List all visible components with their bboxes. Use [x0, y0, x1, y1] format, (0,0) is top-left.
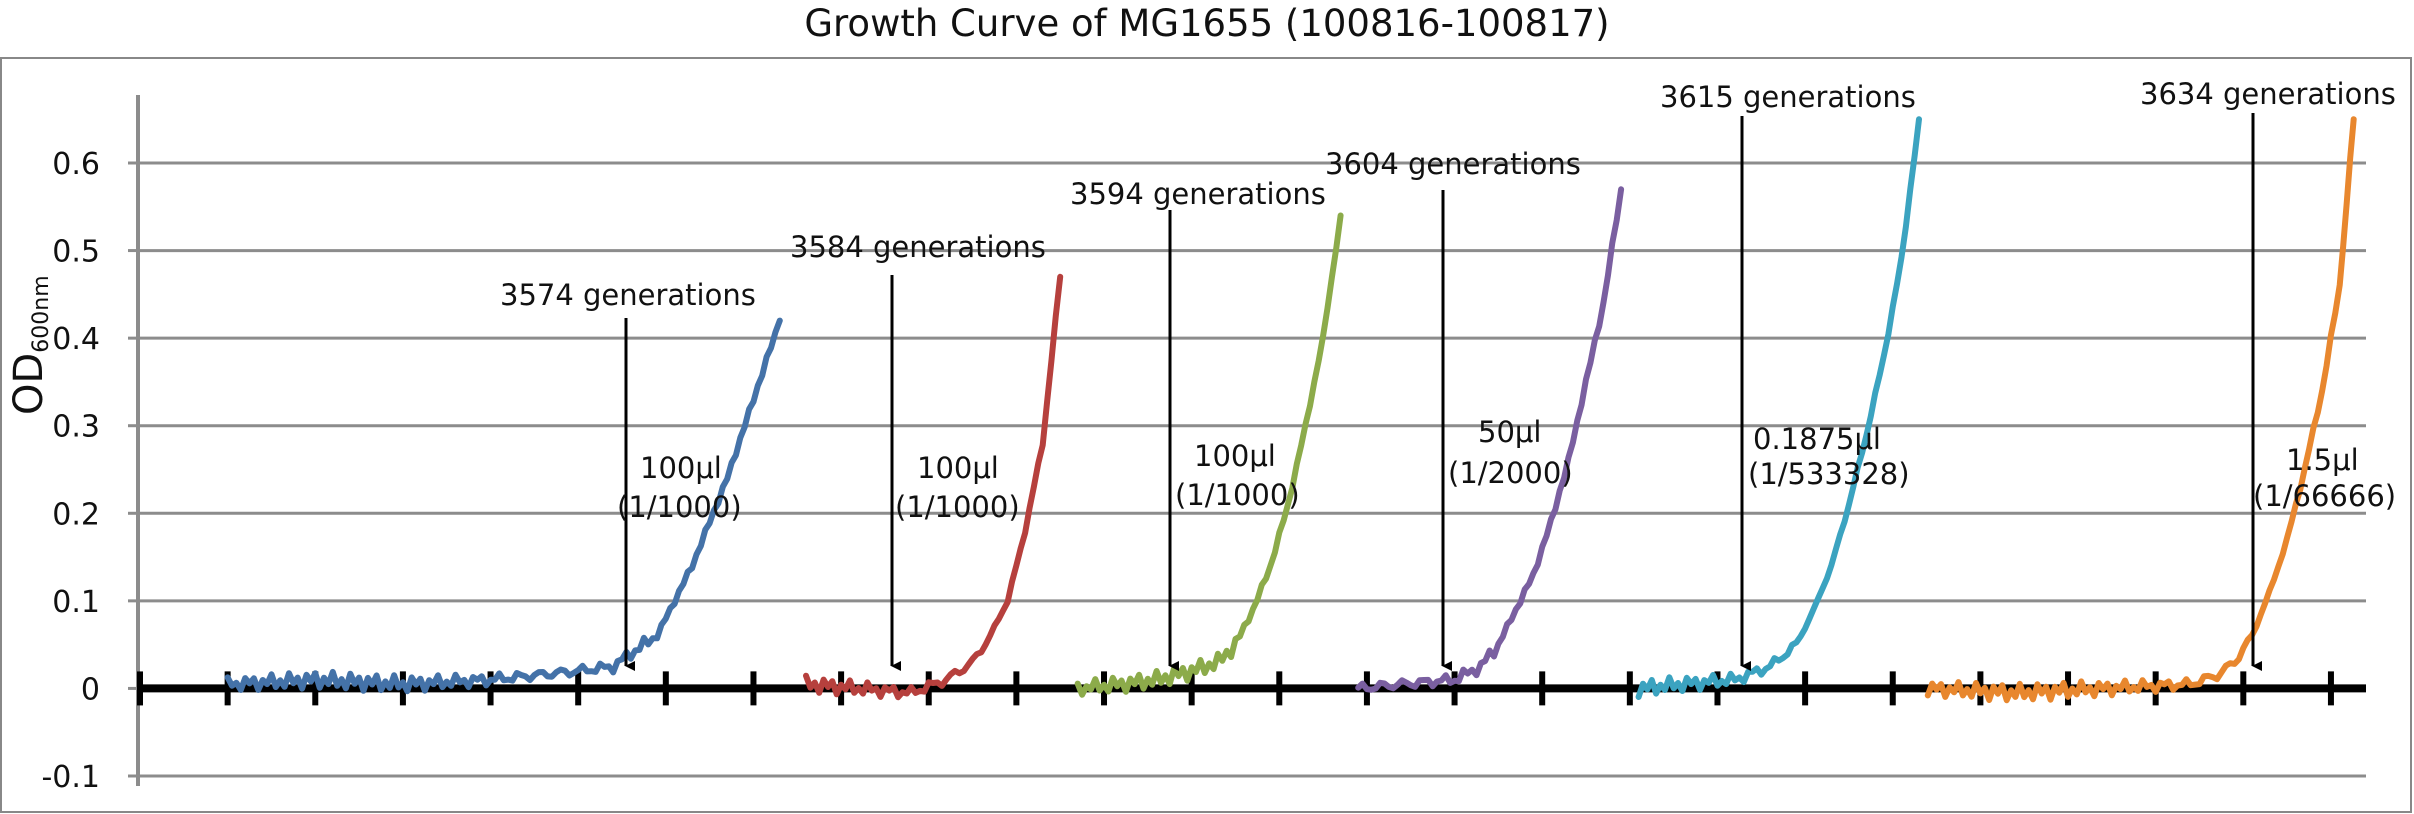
generation-label: 3584 generations — [790, 230, 1046, 264]
dilution-label: (1/1000) — [895, 490, 1020, 524]
annotations: 3574 generations 100μl (1/1000) 3584 genera… — [500, 77, 2396, 671]
series-group — [224, 116, 2357, 704]
y-axis: 0.6 0.5 0.4 0.3 0.2 0.1 0 -0.1 — [41, 95, 140, 795]
series-line — [803, 273, 1064, 701]
volume-label: 50μl — [1478, 415, 1541, 449]
y-axis-label-od: OD — [6, 353, 52, 415]
dilution-label: (1/66666) — [2253, 479, 2396, 513]
dilution-label: (1/2000) — [1448, 456, 1573, 490]
y-tick-label: 0 — [81, 672, 100, 707]
y-tick-label: 0.6 — [52, 147, 100, 182]
series-line — [1074, 212, 1344, 698]
dilution-label: (1/533328) — [1748, 457, 1910, 491]
series-line — [1355, 186, 1625, 693]
y-tick-label: -0.1 — [41, 760, 100, 795]
chart-title: Growth Curve of MG1655 (100816-100817) — [804, 2, 1610, 45]
series-line — [1924, 116, 2357, 704]
dilution-label: (1/1000) — [617, 490, 742, 524]
volume-label: 100μl — [640, 451, 722, 485]
series-line — [224, 317, 783, 695]
y-tick-label: 0.1 — [52, 585, 100, 620]
grid-lines — [138, 161, 2366, 778]
generation-label: 3604 generations — [1325, 147, 1581, 181]
generation-label: 3615 generations — [1660, 80, 1916, 114]
y-axis-label: OD600nm — [6, 275, 54, 415]
volume-label: 0.1875μl — [1753, 422, 1881, 456]
y-axis-label-subscript: 600nm — [29, 275, 54, 352]
volume-label: 1.5μl — [2286, 443, 2359, 477]
volume-label: 100μl — [917, 451, 999, 485]
y-axis-label-main: OD600nm — [6, 275, 54, 415]
y-tick-label: 0.4 — [52, 322, 100, 357]
generation-label: 3574 generations — [500, 278, 756, 312]
series-line — [1635, 116, 1922, 700]
generation-label: 3634 generations — [2140, 77, 2396, 111]
chart-border — [0, 57, 2412, 813]
y-tick-label: 0.2 — [52, 497, 100, 532]
dilution-label: (1/1000) — [1175, 478, 1300, 512]
volume-label: 100μl — [1194, 439, 1276, 473]
y-tick-label: 0.3 — [52, 410, 100, 445]
generation-label: 3594 generations — [1070, 177, 1326, 211]
y-tick-label: 0.5 — [52, 235, 100, 270]
